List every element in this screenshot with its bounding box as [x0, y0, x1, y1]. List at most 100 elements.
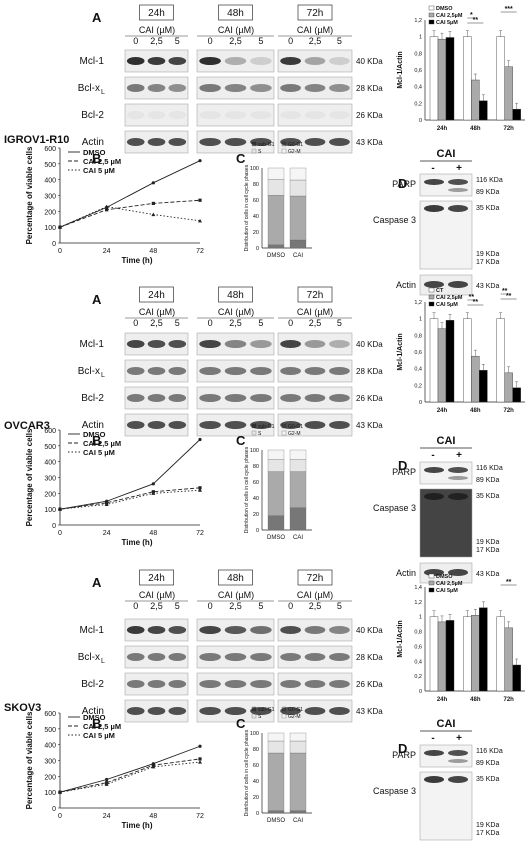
- western-parp: PARP: [392, 467, 416, 477]
- bar: [504, 66, 513, 121]
- line-xlabel: Time (h): [122, 538, 153, 547]
- blot-band: [280, 84, 301, 92]
- bar-category: 72h: [503, 408, 514, 414]
- sig-label: **: [506, 579, 512, 586]
- western-minus: -: [431, 163, 434, 174]
- western-minus: -: [431, 450, 434, 461]
- kda-label: 19 KDa: [476, 539, 499, 546]
- bar: [463, 318, 472, 403]
- line-point: [104, 502, 109, 507]
- blot-band: [280, 138, 301, 146]
- dose-label: 0: [133, 601, 138, 611]
- cycle-ytick: 100: [250, 448, 259, 454]
- time-header: 72h: [307, 290, 324, 301]
- panel-letter-c: C: [236, 716, 246, 731]
- bar-legend-label: CAI 5µM: [436, 302, 458, 308]
- bar-legend-swatch: [428, 5, 435, 11]
- western-plus: +: [456, 733, 462, 744]
- time-header-box: [297, 569, 333, 586]
- blot-band: [250, 421, 272, 429]
- time-header-box: [297, 4, 333, 21]
- line-point: [198, 744, 202, 748]
- kda-label: 116 KDa: [476, 748, 503, 755]
- cycle-legend-swatch: [281, 713, 287, 719]
- panel-letter-c: C: [236, 151, 246, 166]
- bar-ytick: 0: [419, 118, 422, 124]
- line-point: [198, 760, 202, 764]
- bar: [445, 37, 455, 121]
- bar-legend-label: CAI 5µM: [436, 588, 458, 594]
- blot-band: [147, 367, 166, 375]
- blot-band: [329, 111, 350, 119]
- line-legend-label: CAI 5 µM: [83, 731, 115, 740]
- western-band: [448, 476, 468, 480]
- cycle-ytick: 0: [256, 246, 259, 252]
- bar-category: 48h: [470, 126, 481, 132]
- time-header-box: [297, 286, 333, 303]
- line-ytick: 0: [52, 806, 56, 813]
- cycle-legend-swatch: [251, 148, 257, 154]
- western-strip: [419, 744, 473, 768]
- bar-category: 72h: [503, 126, 514, 132]
- blot-strip: [196, 49, 275, 73]
- bar-ytick: 0,8: [414, 51, 422, 57]
- blot-label: Bcl-x: [78, 366, 100, 377]
- blot-band: [250, 138, 272, 146]
- dose-label: 0: [208, 601, 213, 611]
- bar: [512, 664, 521, 692]
- bar-ytick: 0: [419, 689, 422, 695]
- blot-band: [168, 84, 187, 92]
- western-strip: [419, 771, 473, 841]
- panel-letter-b: B: [92, 433, 101, 448]
- blot-band: [250, 394, 272, 402]
- line-ylabel: Percentage of viable cells: [25, 428, 34, 526]
- cycle-bar-segment: [289, 471, 307, 508]
- blot-band: [126, 680, 145, 688]
- kda-label: 40 KDa: [356, 340, 383, 349]
- dose-label: 5: [337, 36, 342, 46]
- line-point: [151, 181, 155, 185]
- kda-label: 35 KDa: [476, 205, 499, 212]
- cycle-category: DMSO: [267, 253, 285, 259]
- time-header-box: [139, 569, 174, 586]
- blot-band: [126, 57, 145, 65]
- bar: [445, 620, 455, 692]
- blot-band: [199, 394, 221, 402]
- bar: [479, 100, 488, 121]
- bar: [496, 36, 505, 121]
- cycle-bar-segment: [267, 167, 285, 180]
- time-header-box: [139, 286, 174, 303]
- bar: [463, 36, 472, 121]
- bar: [512, 108, 521, 121]
- blot-band: [126, 626, 145, 634]
- blot-band: [329, 57, 350, 65]
- blot-strip: [277, 103, 353, 127]
- western-cai: CAI: [437, 718, 456, 730]
- bar: [496, 616, 505, 692]
- panel-letter-b: B: [92, 151, 101, 166]
- cycle-ytick: 80: [253, 747, 259, 753]
- cycle-bar-segment: [289, 752, 307, 811]
- bar-legend-swatch: [428, 580, 435, 586]
- bar-category: 48h: [470, 697, 481, 703]
- blot-band: [250, 653, 272, 661]
- cycle-ytick: 40: [253, 214, 259, 220]
- cycle-bar-segment: [267, 752, 285, 811]
- blot-band: [126, 367, 145, 375]
- dose-label: 0: [288, 318, 293, 328]
- blot-band: [250, 626, 272, 634]
- line-xtick: 24: [103, 530, 111, 537]
- blot-band: [126, 394, 145, 402]
- blot-band: [126, 111, 145, 119]
- bar: [429, 36, 439, 121]
- sig-label: **: [473, 17, 479, 24]
- line-point: [151, 491, 156, 495]
- blot-label: Bcl-2: [81, 393, 104, 404]
- western-band: [424, 750, 444, 756]
- cycle-ytick: 20: [253, 230, 259, 236]
- blot-band: [224, 653, 247, 661]
- line-point: [198, 486, 202, 490]
- cycle-category: CAI: [293, 818, 303, 824]
- line-ytick: 100: [44, 790, 56, 797]
- dose-label: 5: [258, 36, 263, 46]
